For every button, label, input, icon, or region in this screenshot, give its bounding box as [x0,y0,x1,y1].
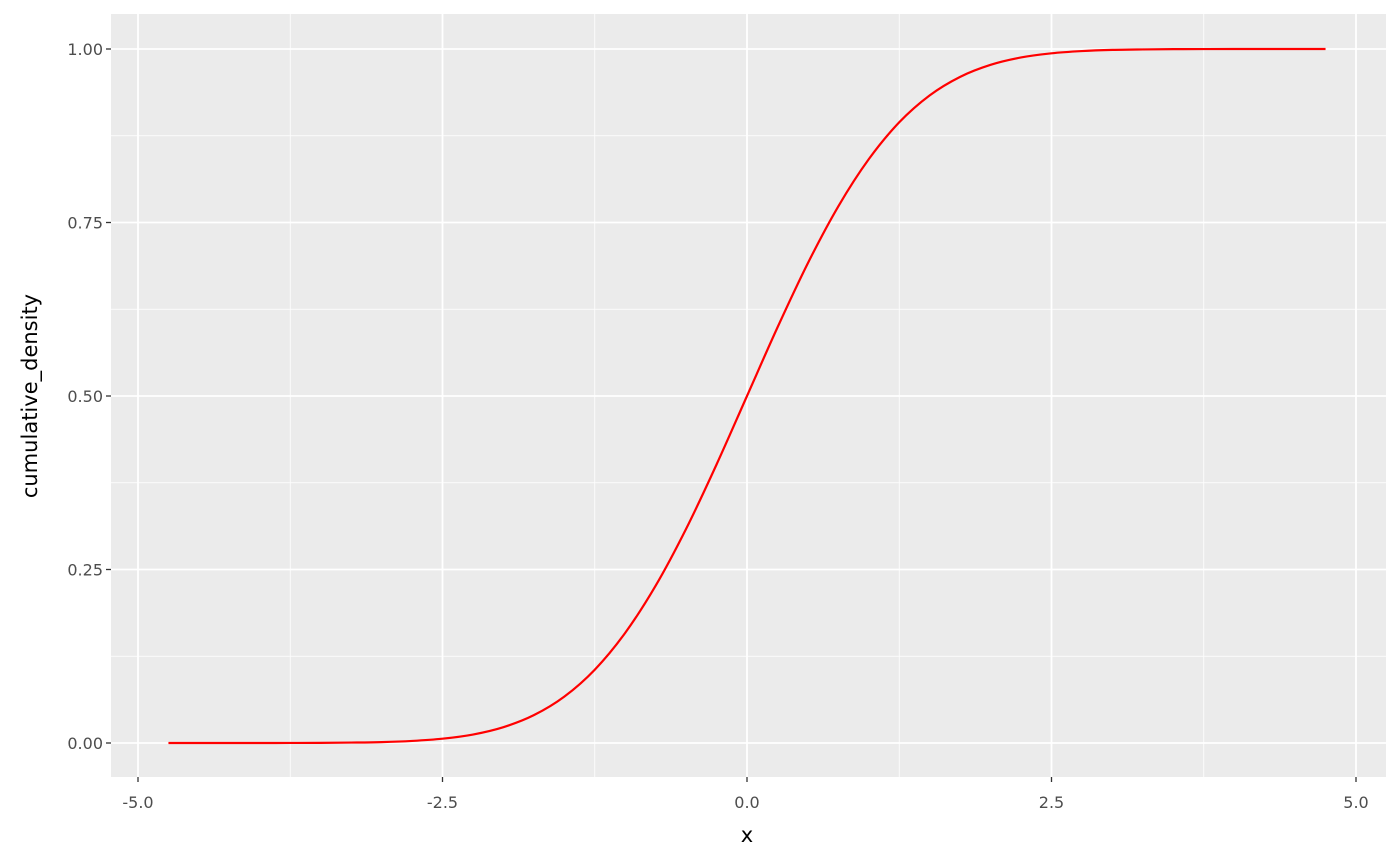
x-tick-label: -2.5 [427,793,458,812]
cdf-line [168,47,1326,745]
y-axis-title: cumulative_density [18,294,43,498]
y-tick-label: 0.00 [67,734,103,753]
x-tick-label: -5.0 [122,793,153,812]
y-tick-label: 1.00 [67,40,103,59]
x-axis-title: x [741,823,753,847]
x-tick-label: 0.0 [734,793,759,812]
x-tick-label: 2.5 [1039,793,1064,812]
y-tick-label: 0.75 [67,214,103,233]
y-tick-label: 0.50 [67,387,103,406]
x-tick-label: 5.0 [1343,793,1368,812]
y-tick-label: 0.25 [67,561,103,580]
